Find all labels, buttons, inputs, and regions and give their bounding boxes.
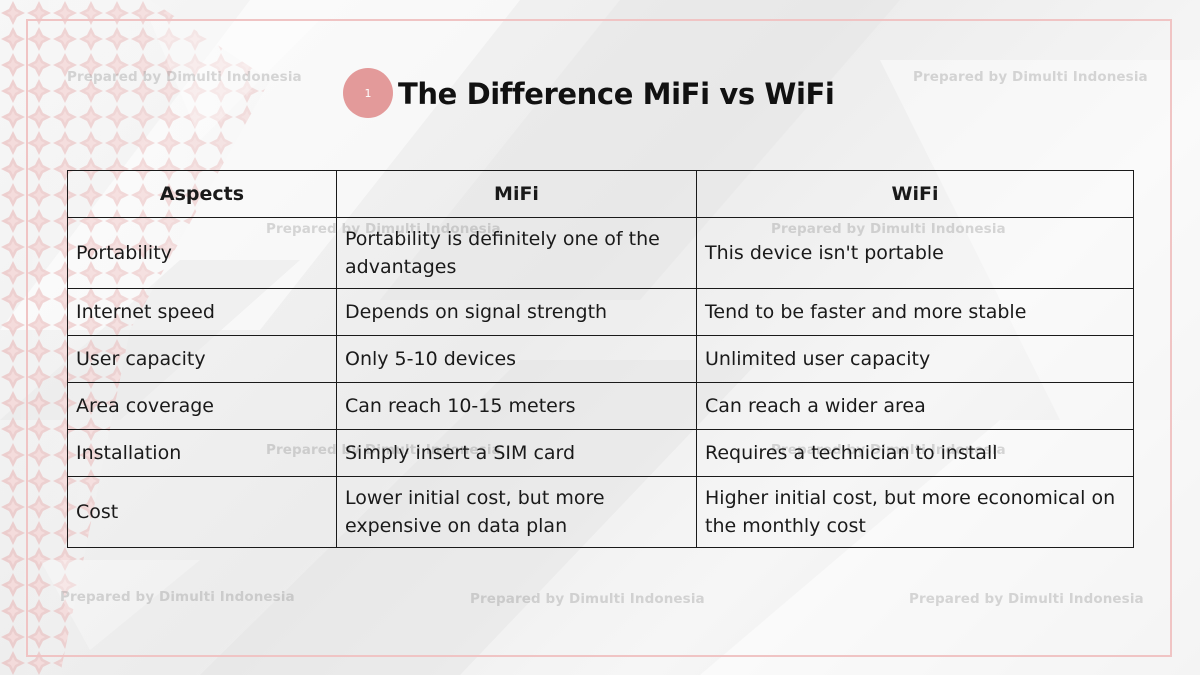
wifi-cell: This device isn't portable (696, 217, 1134, 289)
table-header-row: Aspects MiFi WiFi (67, 170, 1134, 218)
wifi-cell: Requires a technician to install (696, 429, 1134, 477)
header-aspects: Aspects (67, 170, 337, 218)
table-row: Portability Portability is definitely on… (67, 217, 1134, 289)
aspect-cell: Area coverage (67, 382, 337, 430)
page-title: The Difference MiFi vs WiFi (398, 77, 835, 111)
mifi-cell: Portability is definitely one of the adv… (336, 217, 697, 289)
watermark: Prepared by Dimulti Indonesia (67, 69, 302, 85)
table-row: Internet speed Depends on signal strengt… (67, 288, 1134, 336)
header-wifi: WiFi (696, 170, 1134, 218)
wifi-cell: Can reach a wider area (696, 382, 1134, 430)
table-row: User capacity Only 5-10 devices Unlimite… (67, 335, 1134, 383)
aspect-cell: Installation (67, 429, 337, 477)
aspect-cell: Portability (67, 217, 337, 289)
aspect-cell: Cost (67, 476, 337, 548)
decorative-frame (26, 19, 1172, 657)
header-mifi: MiFi (336, 170, 697, 218)
table-row: Installation Simply insert a SIM card Re… (67, 429, 1134, 477)
table-row: Area coverage Can reach 10-15 meters Can… (67, 382, 1134, 430)
watermark: Prepared by Dimulti Indonesia (60, 589, 295, 605)
wifi-cell: Higher initial cost, but more economical… (696, 476, 1134, 548)
table-row: Cost Lower initial cost, but more expens… (67, 476, 1134, 548)
watermark: Prepared by Dimulti Indonesia (909, 591, 1144, 607)
mifi-cell: Simply insert a SIM card (336, 429, 697, 477)
aspect-cell: Internet speed (67, 288, 337, 336)
mifi-cell: Depends on signal strength (336, 288, 697, 336)
mifi-cell: Can reach 10-15 meters (336, 382, 697, 430)
aspect-cell: User capacity (67, 335, 337, 383)
mifi-cell: Only 5-10 devices (336, 335, 697, 383)
comparison-table: Aspects MiFi WiFi Portability Portabilit… (67, 170, 1134, 548)
comparison-table-container: Aspects MiFi WiFi Portability Portabilit… (67, 170, 1134, 548)
watermark: Prepared by Dimulti Indonesia (913, 69, 1148, 85)
wifi-cell: Unlimited user capacity (696, 335, 1134, 383)
mifi-cell: Lower initial cost, but more expensive o… (336, 476, 697, 548)
watermark: Prepared by Dimulti Indonesia (470, 591, 705, 607)
slide-number-badge: 1 (343, 68, 393, 118)
wifi-cell: Tend to be faster and more stable (696, 288, 1134, 336)
